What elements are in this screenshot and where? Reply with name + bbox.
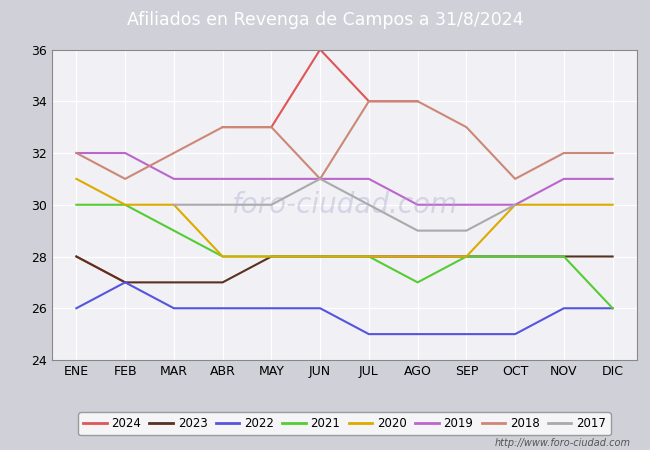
Text: http://www.foro-ciudad.com: http://www.foro-ciudad.com: [495, 438, 630, 448]
Legend: 2024, 2023, 2022, 2021, 2020, 2019, 2018, 2017: 2024, 2023, 2022, 2021, 2020, 2019, 2018…: [78, 413, 611, 435]
Text: foro-ciudad.com: foro-ciudad.com: [231, 191, 458, 219]
Text: Afiliados en Revenga de Campos a 31/8/2024: Afiliados en Revenga de Campos a 31/8/20…: [127, 11, 523, 29]
